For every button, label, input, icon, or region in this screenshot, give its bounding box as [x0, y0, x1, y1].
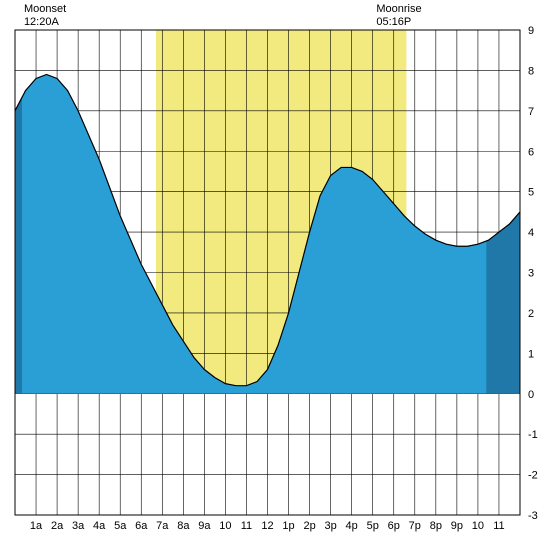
x-tick-label: 4a — [93, 520, 106, 532]
x-tick-label: 4p — [346, 520, 358, 532]
x-tick-label: 6a — [135, 520, 148, 532]
y-tick-label: 7 — [528, 106, 534, 118]
y-tick-label: -3 — [528, 510, 538, 522]
x-tick-label: 1a — [30, 520, 43, 532]
x-tick-label: 10 — [219, 520, 231, 532]
x-tick-label: 11 — [241, 520, 252, 532]
chart-svg: 1a2a3a4a5a6a7a8a9a1011121p2p3p4p5p6p7p8p… — [0, 0, 550, 550]
y-tick-label: 3 — [528, 268, 534, 280]
y-tick-label: 2 — [528, 308, 534, 320]
x-tick-label: 2a — [51, 520, 64, 532]
moonrise-time: 05:16P — [376, 16, 411, 28]
x-tick-label: 5a — [114, 520, 127, 532]
x-tick-label: 9a — [198, 520, 211, 532]
y-tick-label: 6 — [528, 146, 534, 158]
x-tick-label: 7p — [409, 520, 421, 532]
x-tick-label: 9p — [451, 520, 463, 532]
moonset-title: Moonset — [24, 3, 66, 15]
y-tick-label: 5 — [528, 187, 534, 199]
y-tick-label: 0 — [528, 389, 534, 401]
x-tick-label: 2p — [303, 520, 315, 532]
y-tick-label: 4 — [528, 227, 534, 239]
x-tick-label: 3a — [72, 520, 85, 532]
x-tick-label: 12 — [261, 520, 273, 532]
x-tick-label: 10 — [472, 520, 484, 532]
x-tick-label: 8a — [177, 520, 190, 532]
x-tick-label: 3p — [325, 520, 337, 532]
x-tick-label: 7a — [156, 520, 169, 532]
x-tick-label: 5p — [367, 520, 379, 532]
moonset-time: 12:20A — [24, 16, 60, 28]
x-tick-label: 1p — [282, 520, 294, 532]
y-tick-label: 1 — [528, 348, 534, 360]
x-tick-label: 8p — [430, 520, 442, 532]
y-tick-label: -2 — [528, 470, 538, 482]
moonrise-title: Moonrise — [376, 3, 421, 15]
y-tick-label: -1 — [528, 429, 538, 441]
y-tick-label: 8 — [528, 65, 534, 77]
y-tick-label: 9 — [528, 25, 534, 37]
tide-chart: 1a2a3a4a5a6a7a8a9a1011121p2p3p4p5p6p7p8p… — [0, 0, 550, 550]
x-tick-label: 11 — [493, 520, 504, 532]
x-tick-label: 6p — [388, 520, 400, 532]
